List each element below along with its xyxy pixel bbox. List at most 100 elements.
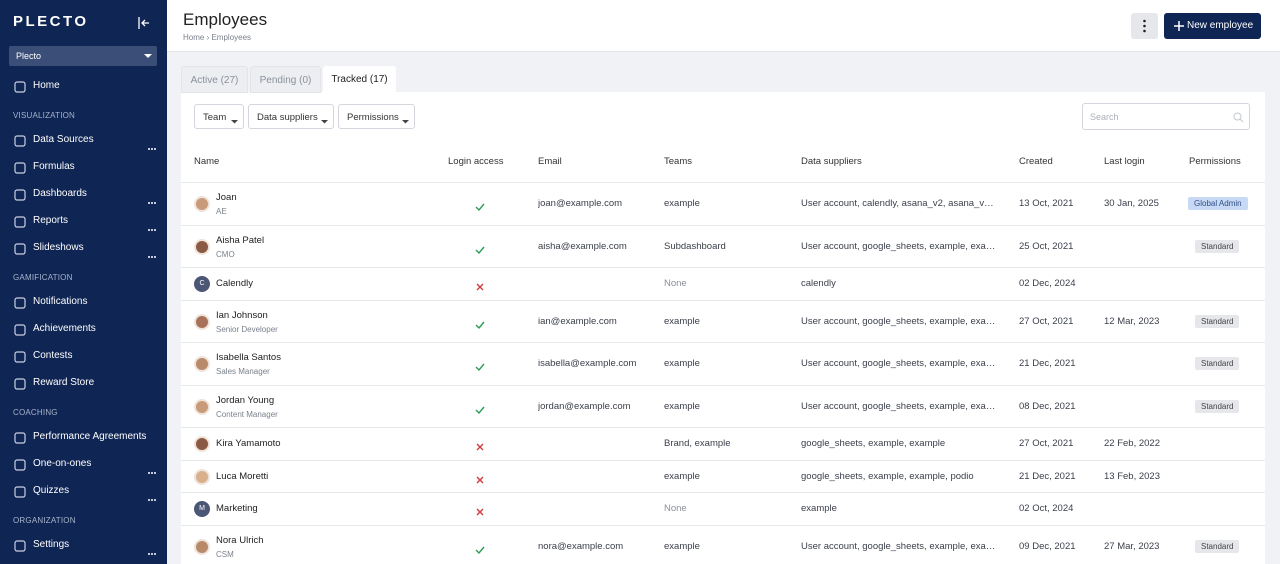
nav-item[interactable]: Home xyxy=(33,80,60,91)
avatar xyxy=(194,398,210,415)
nav-icon xyxy=(14,323,26,341)
login-yes xyxy=(475,359,485,377)
filter-button[interactable]: Team xyxy=(194,104,244,129)
data-suppliers: User account, google_sheets, example, ex… xyxy=(801,315,996,327)
collapse-icon[interactable] xyxy=(137,16,151,30)
caret xyxy=(144,54,152,58)
table-row[interactable]: Jordan Young Content Manager jordan@exampl… xyxy=(181,384,1265,428)
plus-icon xyxy=(1174,21,1184,31)
table-row[interactable]: C Calendly None calendly 02 Dec, 2024 xyxy=(181,267,1265,300)
column-header: Permissions xyxy=(1189,156,1241,167)
nav-item[interactable]: Notifications xyxy=(33,296,88,307)
org-name: Plecto xyxy=(16,51,42,61)
employee-role: CSM xyxy=(216,549,234,559)
created: 08 Dec, 2021 xyxy=(1019,400,1076,412)
data-suppliers: google_sheets, example, example xyxy=(801,438,946,450)
login-yes xyxy=(475,402,485,420)
employee-name: Isabella Santos xyxy=(216,352,281,364)
nav-item[interactable]: Quizzes xyxy=(33,485,70,496)
tab[interactable]: Active (27) xyxy=(181,66,248,93)
search-input[interactable]: Search xyxy=(1082,103,1250,130)
created: 27 Oct, 2021 xyxy=(1019,315,1074,327)
table-row[interactable]: Kira Yamamoto Brand, example google_sheets… xyxy=(181,427,1265,460)
login-yes xyxy=(475,199,485,217)
filter-button[interactable]: Permissions xyxy=(338,104,415,129)
employee-name: Jordan Young xyxy=(216,394,275,406)
table-row[interactable]: M Marketing None example 02 Oct, 2024 xyxy=(181,492,1265,525)
nav-item[interactable]: Reward Store xyxy=(33,377,95,388)
tab[interactable]: Pending (0) xyxy=(250,66,321,93)
employee-name: Ian Johnson xyxy=(216,309,268,321)
tab-label: Tracked (17) xyxy=(331,74,388,85)
nav-item[interactable]: One-on-ones xyxy=(33,458,92,469)
nav-icon xyxy=(14,215,26,233)
panel: Team Data suppliers Permissions Search Name L… xyxy=(181,92,1265,564)
tab[interactable]: Tracked (17) xyxy=(323,66,396,93)
more-button[interactable] xyxy=(1131,13,1158,39)
login-yes xyxy=(475,542,485,560)
column-header: Teams xyxy=(664,156,692,167)
button-label: New employee xyxy=(1187,20,1254,31)
nav-item[interactable]: Settings xyxy=(33,539,70,550)
caret xyxy=(402,116,409,127)
nav-icon xyxy=(14,134,26,152)
nav-item[interactable]: Reports xyxy=(33,215,69,226)
column-header: Last login xyxy=(1104,156,1145,167)
crumb[interactable]: Home xyxy=(183,33,205,42)
table-row[interactable]: Isabella Santos Sales Manager isabella@exa… xyxy=(181,342,1265,385)
nav-icon xyxy=(14,458,26,476)
table-row[interactable]: Luca Moretti example google_sheets, exampl… xyxy=(181,459,1265,493)
login-no xyxy=(475,504,485,522)
filter-button[interactable]: Data suppliers xyxy=(248,104,334,129)
tab-label: Active (27) xyxy=(190,75,239,86)
last-login: 13 Feb, 2023 xyxy=(1104,470,1160,482)
email: jordan@example.com xyxy=(538,400,631,412)
nav-item[interactable]: Achievements xyxy=(33,323,96,334)
last-login: 27 Mar, 2023 xyxy=(1104,540,1160,552)
permission-badge: Standard xyxy=(1195,399,1240,413)
teams: example xyxy=(664,198,700,210)
teams: example xyxy=(664,470,700,482)
column-header: Email xyxy=(538,156,562,167)
avatar xyxy=(194,356,210,373)
permission-badge: Standard xyxy=(1195,357,1240,371)
last-login: 12 Mar, 2023 xyxy=(1104,315,1160,327)
nav-item[interactable]: Contests xyxy=(33,350,73,361)
nav-item[interactable]: Data Sources xyxy=(33,134,94,145)
employee-name: Marketing xyxy=(216,503,258,515)
data-suppliers: google_sheets, example, example, podio xyxy=(801,470,974,482)
permission-badge: Global Admin xyxy=(1188,197,1248,211)
table-row[interactable]: Joan AE joan@example.com example User accoun… xyxy=(181,182,1265,225)
nav-more xyxy=(147,489,157,507)
nav-item[interactable]: Performance Agreements xyxy=(33,431,147,442)
logo: PLECTO xyxy=(13,13,89,30)
nav-item[interactable]: Formulas xyxy=(33,161,75,172)
avatar xyxy=(194,196,210,213)
table-row[interactable]: Aisha Patel CMO aisha@example.com Subdashbo… xyxy=(181,224,1265,268)
login-no xyxy=(475,439,485,457)
table-row[interactable]: Nora Ulrich CSM nora@example.com example Use… xyxy=(181,524,1265,564)
caret xyxy=(321,116,328,127)
nav-item[interactable]: Dashboards xyxy=(33,188,87,199)
new-employee-button[interactable]: New employee xyxy=(1164,13,1261,39)
nav-icon xyxy=(14,539,26,557)
employee-name: Joan xyxy=(216,192,237,204)
teams: None xyxy=(664,278,687,290)
email: aisha@example.com xyxy=(538,240,627,252)
avatar xyxy=(194,468,210,485)
data-suppliers: User account, google_sheets, example, ex… xyxy=(801,358,996,370)
nav-more xyxy=(147,246,157,264)
nav-icon xyxy=(14,296,26,314)
table-row[interactable]: Ian Johnson Senior Developer ian@example.c… xyxy=(181,299,1265,343)
avatar: M xyxy=(194,501,210,518)
org-select[interactable]: Plecto xyxy=(9,46,157,66)
login-yes xyxy=(475,242,485,260)
nav-more xyxy=(147,219,157,237)
email: isabella@example.com xyxy=(538,358,637,370)
login-no xyxy=(475,279,485,297)
nav-item[interactable]: Slideshows xyxy=(33,242,84,253)
nav-more xyxy=(147,462,157,480)
nav-more xyxy=(147,543,157,561)
nav-section: GAMIFICATION xyxy=(13,273,73,282)
avatar xyxy=(194,538,210,555)
